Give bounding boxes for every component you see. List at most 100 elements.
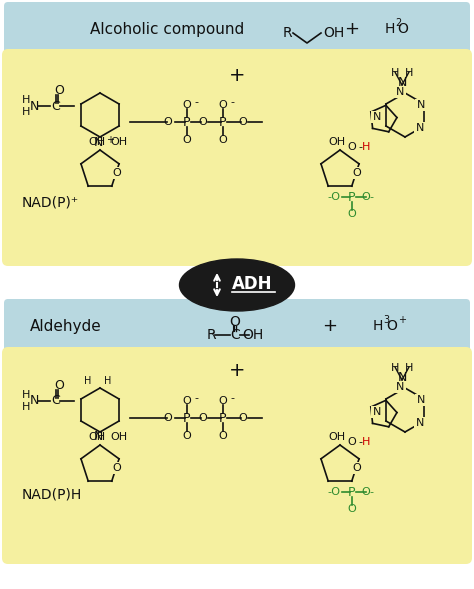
Text: O: O — [164, 117, 173, 127]
Text: +: + — [345, 20, 359, 38]
Text: N: N — [373, 112, 381, 122]
Text: -: - — [194, 393, 198, 403]
FancyBboxPatch shape — [4, 299, 470, 353]
Ellipse shape — [180, 259, 294, 311]
Text: -: - — [230, 97, 234, 107]
Text: OH: OH — [88, 137, 105, 147]
Text: O: O — [238, 413, 247, 423]
Text: O: O — [347, 142, 356, 152]
Text: H: H — [84, 376, 91, 386]
Text: O: O — [229, 315, 240, 329]
Text: O: O — [199, 413, 207, 423]
Text: +: + — [229, 65, 245, 84]
Text: -: - — [358, 437, 362, 447]
Text: N: N — [416, 123, 424, 133]
Text: P: P — [183, 115, 191, 128]
Text: N: N — [417, 100, 425, 110]
Text: OH: OH — [328, 432, 345, 442]
Text: O: O — [113, 463, 121, 473]
Text: H: H — [22, 402, 30, 412]
Text: H: H — [391, 68, 399, 78]
Text: O: O — [54, 84, 64, 97]
Text: H: H — [405, 68, 413, 78]
Text: O: O — [353, 463, 361, 473]
Text: NAD(P)⁺: NAD(P)⁺ — [22, 195, 79, 209]
Text: 3: 3 — [383, 315, 389, 325]
Text: N: N — [373, 407, 381, 417]
Text: -O: -O — [328, 192, 340, 202]
Text: O: O — [182, 396, 191, 406]
Text: Aldehyde: Aldehyde — [30, 319, 102, 333]
Text: H: H — [22, 95, 30, 105]
Text: O: O — [182, 135, 191, 145]
Text: C: C — [230, 328, 240, 342]
FancyBboxPatch shape — [2, 49, 472, 266]
Text: +: + — [322, 317, 337, 335]
Text: R: R — [206, 328, 216, 342]
Text: H: H — [391, 363, 399, 373]
Text: N: N — [396, 382, 404, 392]
FancyBboxPatch shape — [2, 347, 472, 564]
Text: H: H — [405, 363, 413, 373]
Text: -O: -O — [328, 487, 340, 497]
Text: N: N — [30, 395, 39, 408]
Text: C: C — [51, 100, 60, 112]
Text: O: O — [353, 168, 361, 178]
Text: N: N — [93, 431, 103, 444]
Text: H: H — [22, 107, 30, 117]
Text: N: N — [416, 418, 424, 428]
Text: +: + — [229, 360, 245, 379]
Text: H: H — [385, 22, 395, 36]
Text: OH: OH — [323, 26, 344, 40]
FancyBboxPatch shape — [4, 2, 470, 56]
Text: H: H — [373, 319, 383, 333]
Text: +: + — [398, 315, 406, 325]
Text: H: H — [362, 142, 370, 152]
Text: P: P — [219, 115, 227, 128]
Text: O: O — [347, 209, 356, 219]
Text: P: P — [183, 412, 191, 425]
Text: O: O — [238, 117, 247, 127]
Text: P: P — [348, 485, 356, 498]
Text: NAD(P)H: NAD(P)H — [22, 488, 82, 502]
Text: O: O — [219, 396, 228, 406]
Text: O: O — [113, 168, 121, 178]
Text: N: N — [93, 135, 103, 148]
Text: O: O — [219, 135, 228, 145]
Text: OH: OH — [110, 432, 127, 442]
Text: P: P — [219, 412, 227, 425]
Text: O-: O- — [362, 192, 374, 202]
Text: O: O — [182, 100, 191, 110]
Text: O: O — [164, 413, 173, 423]
Text: C: C — [51, 395, 60, 408]
Text: P: P — [348, 190, 356, 204]
Text: O: O — [54, 379, 64, 392]
Text: OH: OH — [110, 137, 127, 147]
Text: O: O — [182, 431, 191, 441]
Text: -: - — [230, 393, 234, 403]
Text: ADH: ADH — [232, 275, 273, 293]
Text: O: O — [219, 100, 228, 110]
Text: -: - — [194, 97, 198, 107]
Text: H: H — [104, 376, 112, 386]
Text: O: O — [219, 431, 228, 441]
Text: H: H — [362, 437, 370, 447]
Text: -: - — [358, 142, 362, 152]
Text: N: N — [30, 100, 39, 112]
Text: O-: O- — [362, 487, 374, 497]
Text: O: O — [387, 319, 397, 333]
Text: +: + — [106, 135, 114, 145]
Text: OH: OH — [242, 328, 264, 342]
Text: O: O — [347, 504, 356, 514]
Text: O: O — [347, 437, 356, 447]
Text: OH: OH — [88, 432, 105, 442]
Text: H: H — [22, 390, 30, 400]
Text: O: O — [199, 117, 207, 127]
Text: N: N — [397, 75, 407, 88]
Text: N: N — [396, 87, 404, 97]
Text: 2: 2 — [395, 18, 401, 28]
Text: O: O — [398, 22, 409, 36]
Text: OH: OH — [328, 137, 345, 147]
Text: R: R — [282, 26, 292, 40]
Text: N: N — [417, 395, 425, 405]
